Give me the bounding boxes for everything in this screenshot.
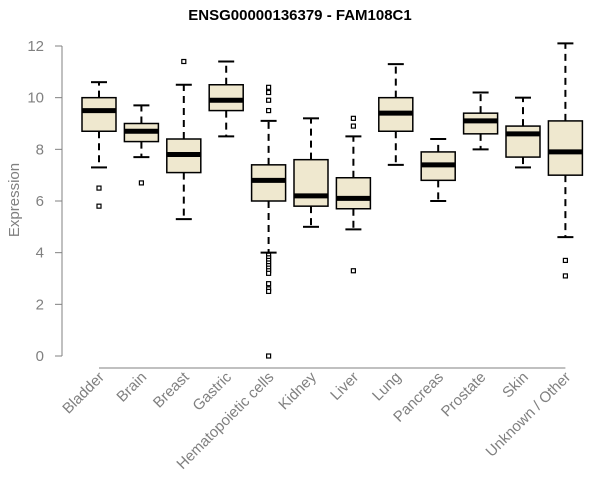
outlier-point: [266, 89, 272, 96]
iqr-box: [250, 164, 287, 202]
y-tick-label: 6: [36, 193, 44, 210]
box-bladder: Bladder: [59, 81, 117, 418]
outlier-point: [266, 270, 272, 276]
outlier-point: [266, 107, 272, 114]
outlier-point: [350, 123, 356, 129]
iqr-box: [547, 120, 584, 176]
x-tick-label: Skin: [499, 369, 532, 402]
y-tick-label: 4: [36, 245, 44, 262]
outlier-point: [350, 115, 356, 121]
y-tick-label: 2: [36, 296, 44, 313]
box-gastric: Gastric: [189, 60, 244, 414]
iqr-box: [208, 84, 244, 112]
iqr-box: [335, 177, 372, 210]
iqr-box: [505, 125, 541, 158]
box-lung: Lung: [369, 63, 414, 405]
box-skin: Skin: [499, 96, 541, 402]
outlier-point: [562, 273, 569, 279]
iqr-box: [81, 96, 117, 132]
outlier-point: [266, 97, 272, 103]
y-tick-label: 12: [27, 38, 44, 55]
y-tick-label: 10: [27, 90, 44, 107]
box-prostate: Prostate: [438, 91, 499, 421]
box-breast: Breast: [150, 58, 202, 411]
outlier-point: [350, 268, 356, 274]
outlier-point: [266, 288, 272, 295]
box-unknown-other: Unknown / Other: [483, 42, 584, 460]
iqr-box: [462, 112, 499, 135]
box-kidney: Kidney: [275, 117, 329, 413]
outlier-point: [181, 58, 187, 65]
outlier-point: [562, 257, 569, 264]
x-tick-label: Prostate: [438, 369, 490, 421]
y-tick-label: 8: [36, 141, 44, 158]
x-tick-label: Bladder: [59, 369, 108, 418]
box-brain: Brain: [113, 104, 160, 406]
iqr-box: [293, 158, 329, 207]
outlier-point: [96, 185, 102, 191]
outlier-point: [96, 203, 102, 209]
outlier-point: [266, 281, 272, 287]
y-tick-label: 0: [36, 348, 44, 365]
box-liver: Liver: [327, 115, 372, 404]
x-tick-label: Liver: [327, 369, 362, 404]
outlier-point: [266, 84, 272, 90]
x-tick-label: Lung: [369, 369, 405, 405]
x-tick-label: Breast: [150, 368, 193, 411]
x-tick-label: Kidney: [275, 368, 320, 413]
outlier-point: [138, 180, 144, 186]
outlier-point: [266, 353, 272, 359]
chart-title: ENSG00000136379 - FAM108C1: [188, 7, 412, 24]
x-tick-label: Brain: [113, 369, 150, 406]
